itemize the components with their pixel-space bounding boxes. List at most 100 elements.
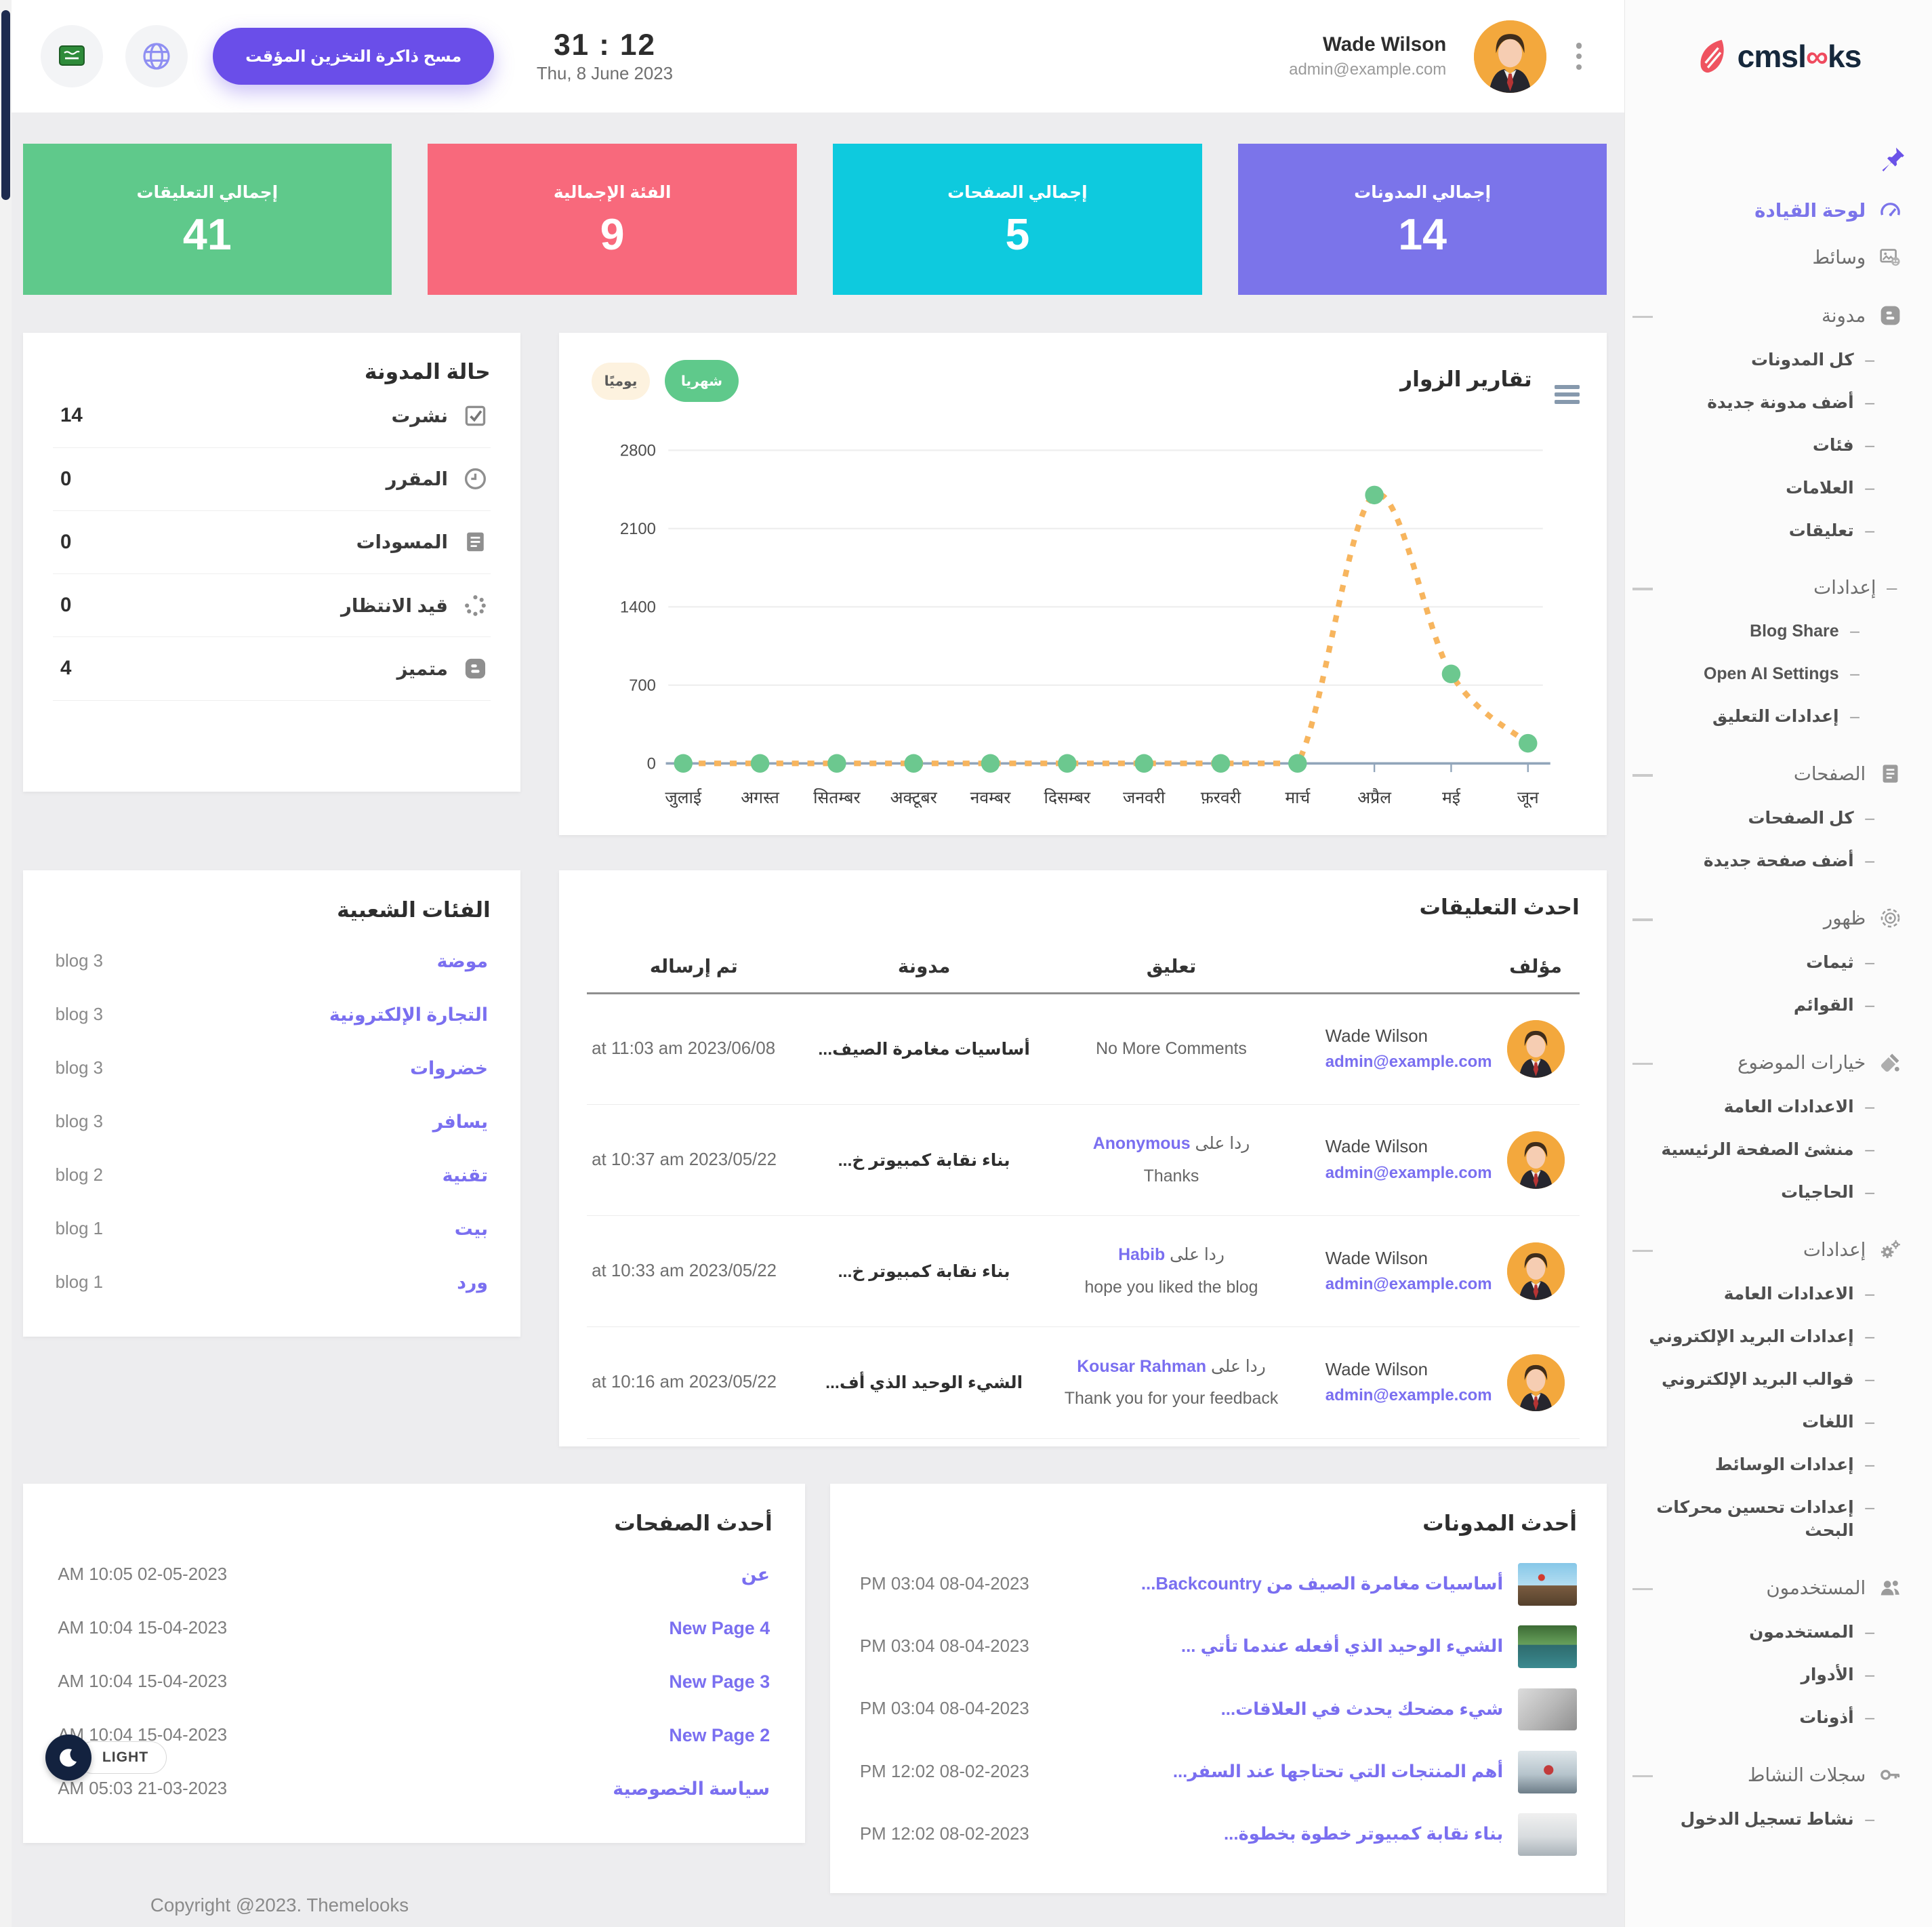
brand-logo[interactable]: cmsl∞ks bbox=[1625, 0, 1932, 113]
stat-card-3[interactable]: إجمالي التعليقات 41 bbox=[22, 144, 392, 296]
category-link[interactable]: التجارة الإلكترونية bbox=[329, 1005, 489, 1026]
category-link[interactable]: بيت bbox=[454, 1218, 489, 1239]
sidebar-subitem-فئات[interactable]: – فئات bbox=[1640, 424, 1907, 467]
sidebar-item-ظهور[interactable]: ظهور bbox=[1632, 895, 1907, 941]
sidebar-subitem-القوائم[interactable]: – القوائم bbox=[1640, 984, 1907, 1027]
sidebar-item-المستخدمون[interactable]: المستخدمون bbox=[1632, 1565, 1907, 1611]
featured-blog-icon bbox=[463, 656, 488, 681]
stat-card-2[interactable]: الفئة الإجمالية 9 bbox=[428, 144, 797, 296]
blog-link[interactable]: أهم المنتجات التي تحتاجها عند السفر... bbox=[1172, 1762, 1504, 1781]
sidebar-subitem-إعدادات-الوسائط[interactable]: – إعدادات الوسائط bbox=[1640, 1444, 1907, 1486]
sidebar-subitem-قوالب-البريد-الإلكتروني[interactable]: – قوالب البريد الإلكتروني bbox=[1640, 1358, 1907, 1401]
page-link[interactable]: New Page 4 bbox=[669, 1617, 770, 1638]
category-link[interactable]: موضة bbox=[436, 951, 489, 972]
user-avatar[interactable] bbox=[1473, 20, 1546, 93]
sidebar-subitem-منشئ-الصفحة-الرئيسية[interactable]: – منشئ الصفحة الرئيسية bbox=[1640, 1129, 1907, 1171]
comment-author-email[interactable]: admin@example.com bbox=[1325, 1052, 1492, 1071]
sidebar-item-سجلات-النشاط[interactable]: سجلات النشاط bbox=[1632, 1752, 1907, 1798]
sidebar-subitem-كل-المدونات[interactable]: – كل المدونات bbox=[1640, 339, 1907, 382]
chart-menu-icon[interactable] bbox=[1554, 385, 1580, 404]
comment-author-email[interactable]: admin@example.com bbox=[1325, 1163, 1492, 1182]
page-link[interactable]: سياسة الخصوصية bbox=[613, 1778, 770, 1799]
blog-row: الشيء الوحيد الذي أفعله عندما تأتي ... PM… bbox=[860, 1616, 1578, 1678]
clear-cache-button[interactable]: مسح ذاكرة التخزين المؤقت bbox=[213, 27, 495, 85]
sidebar-subitem-label: تعليقات bbox=[1788, 521, 1854, 541]
sidebar-item-وسائط[interactable]: وسائط bbox=[1640, 234, 1907, 280]
daily-toggle-button[interactable]: يوميًا bbox=[592, 363, 650, 400]
comment-author-email[interactable]: admin@example.com bbox=[1325, 1274, 1492, 1293]
blog-link[interactable]: شيء مضحك يحدث في العلاقات... bbox=[1220, 1699, 1504, 1719]
theme-toggle[interactable]: LIGHT bbox=[45, 1735, 167, 1781]
category-link[interactable]: خضروات bbox=[410, 1058, 489, 1079]
sidebar-subitem-open-ai-settings[interactable]: – Open AI Settings bbox=[1640, 653, 1907, 695]
collapse-dash-icon[interactable] bbox=[1632, 315, 1653, 319]
scrollbar-thumb[interactable] bbox=[1, 9, 10, 201]
sidebar-item-label: وسائط bbox=[1812, 246, 1866, 268]
category-link[interactable]: ورد bbox=[457, 1272, 489, 1293]
svg-text:अक्टूबर: अक्टूबर bbox=[890, 788, 937, 808]
comment-author-cell: Wade Wilson admin@example.com bbox=[1295, 1104, 1580, 1217]
sidebar-subitem-اللغات[interactable]: – اللغات bbox=[1640, 1401, 1907, 1444]
sidebar-subitem-أذونات[interactable]: – أذونات bbox=[1640, 1697, 1907, 1739]
collapse-dash-icon[interactable] bbox=[1632, 1587, 1653, 1591]
blog-date: PM 03:04 08-04-2023 bbox=[859, 1575, 1029, 1594]
stat-card-1[interactable]: إجمالي الصفحات 5 bbox=[833, 144, 1202, 296]
sidebar-subitem-نشاط-تسجيل-الدخول[interactable]: – نشاط تسجيل الدخول bbox=[1640, 1798, 1907, 1841]
page-link[interactable]: عن bbox=[741, 1564, 770, 1585]
category-link[interactable]: يسافر bbox=[432, 1112, 489, 1132]
sidebar-subitem-أضف-صفحة-جديدة[interactable]: – أضف صفحة جديدة bbox=[1640, 840, 1907, 883]
svg-text:दिसम्बर: दिसम्बर bbox=[1044, 788, 1090, 807]
sidebar-subitem-الاعدادات-العامة[interactable]: – الاعدادات العامة bbox=[1640, 1273, 1907, 1316]
blog-link[interactable]: أساسيات مغامرة الصيف من Backcountry... bbox=[1140, 1575, 1504, 1594]
sidebar-subitem-المستخدمون[interactable]: – المستخدمون bbox=[1640, 1611, 1907, 1654]
category-link[interactable]: تقنية bbox=[442, 1164, 489, 1185]
globe-button[interactable] bbox=[125, 24, 188, 88]
sidebar-subitem-العلامات[interactable]: – العلامات bbox=[1640, 467, 1907, 510]
collapse-dash-icon[interactable] bbox=[1632, 587, 1653, 590]
sidebar-subitem-أضف-مدونة-جديدة[interactable]: – أضف مدونة جديدة bbox=[1640, 382, 1907, 424]
sidebar-subitem-كل-الصفحات[interactable]: – كل الصفحات bbox=[1640, 797, 1907, 840]
pin-icon[interactable] bbox=[1879, 145, 1907, 173]
sidebar-subitem-ثيمات[interactable]: – ثيمات bbox=[1640, 941, 1907, 984]
sidebar-subitem-إعدادات-تحسين-محركات-البحث[interactable]: – إعدادات تحسين محركات البحث bbox=[1640, 1486, 1907, 1552]
comment-author-email[interactable]: admin@example.com bbox=[1325, 1386, 1492, 1405]
dash-marker: – bbox=[1865, 851, 1875, 870]
comment-text: Thank you for your feedback bbox=[1064, 1388, 1279, 1408]
sidebar-item-الصفحات[interactable]: الصفحات bbox=[1632, 751, 1907, 797]
collapse-dash-icon[interactable] bbox=[1632, 1249, 1653, 1253]
sidebar-subitem-label: فئات bbox=[1812, 435, 1854, 455]
page-link[interactable]: New Page 2 bbox=[669, 1724, 770, 1745]
sidebar-subitem-إعدادات-التعليق[interactable]: – إعدادات التعليق bbox=[1640, 695, 1907, 738]
blog-link[interactable]: بناء نقابة كمبيوتر خطوة بخطوة... bbox=[1223, 1825, 1504, 1844]
sidebar-subitem-الحاجيات[interactable]: – الحاجيات bbox=[1640, 1171, 1907, 1214]
stat-card-0[interactable]: إجمالي المدونات 14 bbox=[1238, 144, 1607, 296]
collapse-dash-icon[interactable] bbox=[1632, 1774, 1653, 1778]
comment-text: hope you liked the blog bbox=[1084, 1277, 1258, 1297]
sidebar-subitem-تعليقات[interactable]: – تعليقات bbox=[1640, 510, 1907, 552]
page-date: AM 10:04 15-04-2023 bbox=[58, 1671, 228, 1691]
collapse-dash-icon[interactable] bbox=[1632, 773, 1653, 777]
language-flag-button[interactable] bbox=[40, 24, 103, 88]
collapse-dash-icon[interactable] bbox=[1632, 1062, 1653, 1066]
sidebar-item-خيارات-الموضوع[interactable]: خيارات الموضوع bbox=[1632, 1040, 1907, 1086]
reply-to-link[interactable]: Kousar Rahman bbox=[1077, 1356, 1207, 1376]
collapse-dash-icon[interactable] bbox=[1632, 918, 1653, 921]
sidebar-item-إعدادات[interactable]: – إعدادات bbox=[1632, 565, 1907, 610]
blog-link[interactable]: الشيء الوحيد الذي أفعله عندما تأتي ... bbox=[1180, 1637, 1504, 1657]
reply-to-link[interactable]: Habib bbox=[1118, 1245, 1166, 1265]
blog-status-row: قيد الانتظار 0 bbox=[52, 574, 491, 638]
sidebar-subitem-blog-share[interactable]: – Blog Share bbox=[1640, 610, 1907, 653]
page-scrollbar[interactable] bbox=[0, 0, 12, 1927]
user-menu-dots-icon[interactable] bbox=[1569, 35, 1589, 77]
sidebar-subitem-الاعدادات-العامة[interactable]: – الاعدادات العامة bbox=[1640, 1086, 1907, 1129]
category-count: blog 2 bbox=[55, 1165, 104, 1185]
page-link[interactable]: New Page 3 bbox=[669, 1671, 770, 1692]
sidebar-subitem-إعدادات-البريد-الإلكتروني[interactable]: – إعدادات البريد الإلكتروني bbox=[1640, 1316, 1907, 1358]
sidebar-subitem-الأدوار[interactable]: – الأدوار bbox=[1640, 1654, 1907, 1697]
sidebar-item-لوحة-القيادة[interactable]: لوحة القيادة bbox=[1640, 188, 1907, 234]
sidebar-item-مدونة[interactable]: مدونة bbox=[1632, 293, 1907, 339]
comment-row: Wade Wilson admin@example.com ردا على Habi… bbox=[586, 1215, 1580, 1328]
monthly-toggle-button[interactable]: شهريا bbox=[664, 360, 739, 403]
reply-to-link[interactable]: Anonymous bbox=[1092, 1134, 1191, 1154]
sidebar-item-إعدادات[interactable]: إعدادات bbox=[1632, 1227, 1907, 1273]
